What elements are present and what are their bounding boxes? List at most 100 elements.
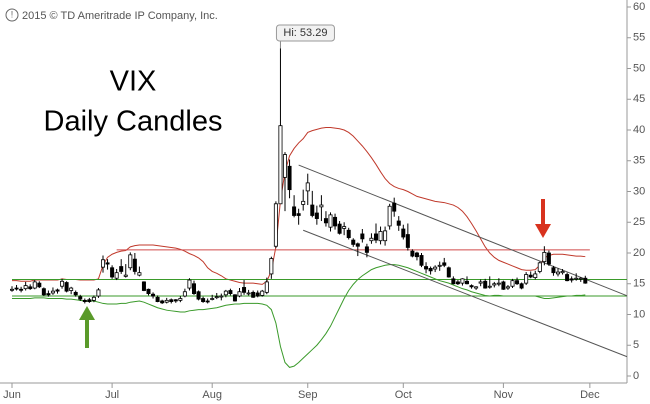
candle-body <box>405 234 410 248</box>
band-line <box>12 127 586 285</box>
candle-body <box>446 267 451 278</box>
candle-body <box>246 292 251 295</box>
candle-body <box>132 258 137 272</box>
candle-body <box>328 214 333 228</box>
candle-body <box>533 273 538 279</box>
candle-body <box>346 229 351 239</box>
candle-body <box>542 251 547 263</box>
candle-body <box>146 288 151 294</box>
candle-body <box>228 290 233 294</box>
candle-body <box>437 264 442 267</box>
candle-body <box>296 213 301 216</box>
y-tick-label: 35 <box>633 155 645 167</box>
candle-body <box>451 278 456 285</box>
candle-body <box>565 274 570 282</box>
candle-body <box>237 291 242 297</box>
candle-body <box>269 258 274 275</box>
candle-body <box>178 298 183 301</box>
candle-body <box>560 271 565 274</box>
candle-body <box>392 202 397 212</box>
candle-body <box>319 204 324 208</box>
candle-body <box>87 299 92 302</box>
candle-body <box>214 296 219 299</box>
x-tick-label: Oct <box>395 389 412 401</box>
candle-body <box>378 231 383 242</box>
candle-body <box>219 295 224 298</box>
candle-body <box>373 233 378 241</box>
y-tick-label: 60 <box>633 1 645 13</box>
candle-body <box>196 291 201 300</box>
candle-body <box>474 286 479 289</box>
y-tick-label: 25 <box>633 216 645 228</box>
candle-body <box>351 239 356 245</box>
candle-body <box>164 299 169 303</box>
candle-body <box>128 254 133 269</box>
candle-body <box>442 262 447 266</box>
candle-body <box>369 237 374 242</box>
candle-body <box>82 299 87 302</box>
candle-body <box>355 243 360 247</box>
candle-body <box>187 279 192 289</box>
candle-body <box>141 281 146 291</box>
candle-body <box>455 281 460 285</box>
candle-body <box>551 267 556 274</box>
candle-body <box>105 262 110 265</box>
candle-body <box>78 296 83 300</box>
candle-body <box>273 203 278 247</box>
candle-body <box>137 272 142 276</box>
candle-body <box>201 298 206 302</box>
candle-body <box>433 266 438 270</box>
candle-body <box>578 277 583 280</box>
candle-body <box>424 266 429 270</box>
x-tick-label: Sep <box>298 389 318 401</box>
candle-body <box>492 283 497 286</box>
candle-body <box>23 285 28 290</box>
candle-body <box>69 287 74 291</box>
candle-body <box>556 271 561 275</box>
candle-body <box>546 252 551 265</box>
candle-body <box>41 288 46 296</box>
candle-body <box>14 287 19 290</box>
candle-body <box>28 286 33 290</box>
candle-body <box>50 290 55 294</box>
candle-body <box>414 252 419 258</box>
chart-title: VIX <box>110 66 157 98</box>
candle-body <box>60 280 65 287</box>
annotation-label: Hi: 53.29 <box>283 27 327 39</box>
candle-body <box>419 255 424 266</box>
candle-body <box>401 228 406 238</box>
candle-body <box>210 298 215 300</box>
plot-area <box>9 48 627 368</box>
candle-body <box>469 285 474 288</box>
candle-body <box>360 233 365 240</box>
candle-body <box>337 223 342 234</box>
candle-body <box>342 226 347 229</box>
candle-body <box>314 212 319 219</box>
candle-body <box>464 280 469 285</box>
candle-body <box>55 289 60 292</box>
candle-body <box>364 246 369 253</box>
candle-body <box>9 288 14 291</box>
candle-body <box>428 267 433 272</box>
candle-body <box>478 281 483 284</box>
candle-body <box>19 288 24 291</box>
candle-body <box>574 277 579 280</box>
candle-body <box>483 280 488 289</box>
y-tick-label: 40 <box>633 124 645 136</box>
candle-body <box>510 280 515 287</box>
candle-body <box>205 300 210 303</box>
candle-body <box>191 283 196 294</box>
candle-body <box>46 293 51 296</box>
y-tick-label: 15 <box>633 278 645 290</box>
candle-body <box>396 220 401 226</box>
copyright: 2015 © TD Ameritrade IP Company, Inc. <box>22 10 218 22</box>
candle-body <box>583 277 588 284</box>
candle-body <box>223 290 228 296</box>
candle-body <box>73 291 78 296</box>
candle-body <box>119 266 124 272</box>
candle-body <box>101 259 106 268</box>
candle-body <box>251 291 256 298</box>
